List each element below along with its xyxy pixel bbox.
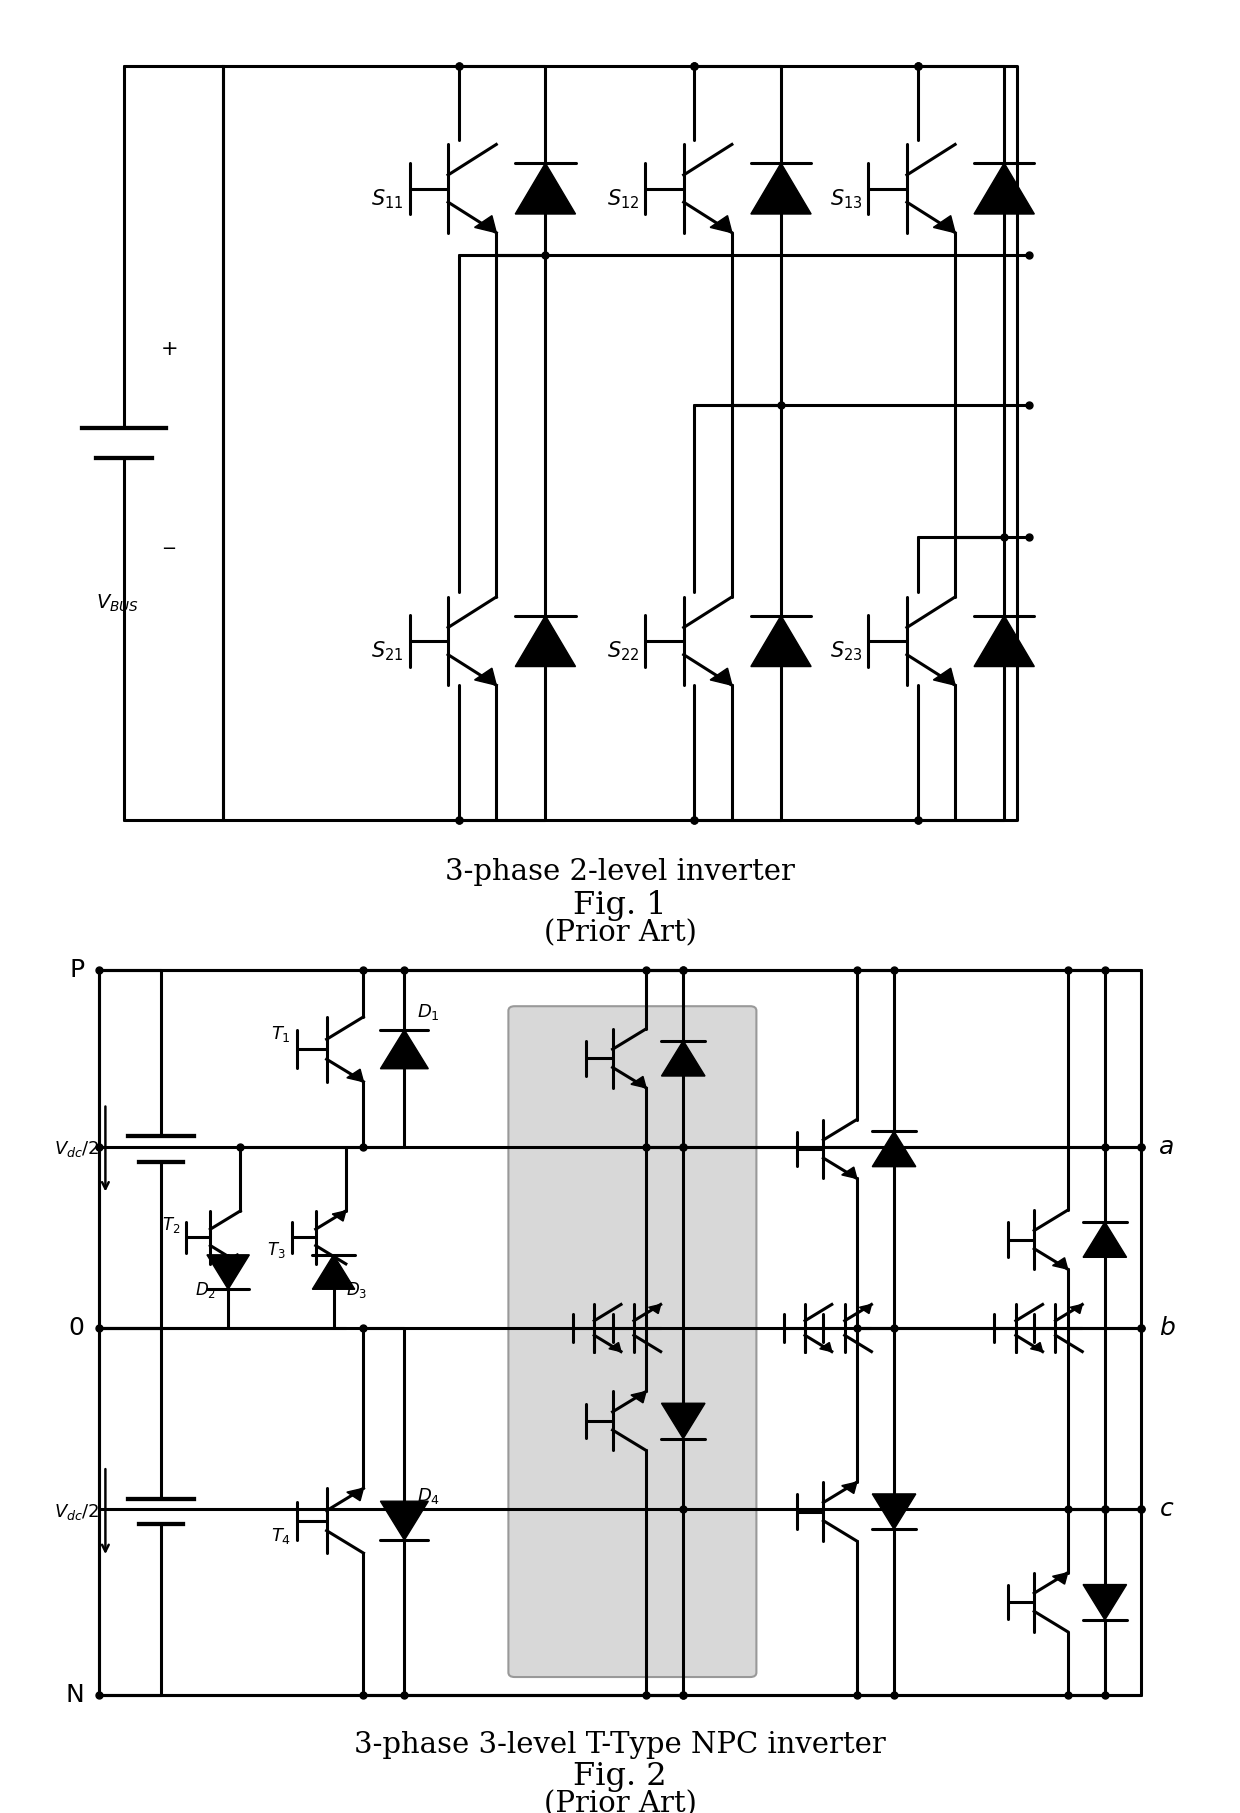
Text: $S_{22}$: $S_{22}$ <box>606 640 639 664</box>
Polygon shape <box>934 669 955 685</box>
Polygon shape <box>475 216 496 232</box>
Text: N: N <box>66 1682 84 1708</box>
Polygon shape <box>649 1305 661 1314</box>
Polygon shape <box>516 616 575 667</box>
Polygon shape <box>227 1253 241 1264</box>
Polygon shape <box>661 1403 706 1440</box>
Polygon shape <box>820 1342 832 1352</box>
Text: $S_{23}$: $S_{23}$ <box>830 640 862 664</box>
Text: (Prior Art): (Prior Art) <box>543 1789 697 1813</box>
Polygon shape <box>381 1501 428 1539</box>
Text: $D_2$: $D_2$ <box>195 1280 216 1300</box>
Polygon shape <box>859 1305 872 1314</box>
Text: $T_1$: $T_1$ <box>272 1024 291 1044</box>
Text: 3-phase 2-level inverter: 3-phase 2-level inverter <box>445 858 795 887</box>
Polygon shape <box>872 1131 916 1168</box>
Polygon shape <box>207 1255 249 1289</box>
Text: b: b <box>1159 1316 1176 1340</box>
Polygon shape <box>1053 1258 1068 1269</box>
Polygon shape <box>711 216 732 232</box>
Text: $V_{dc}/2$: $V_{dc}/2$ <box>55 1501 99 1521</box>
Polygon shape <box>751 616 811 667</box>
Polygon shape <box>312 1255 355 1289</box>
Text: a: a <box>1159 1135 1174 1159</box>
Text: $D_3$: $D_3$ <box>346 1280 367 1300</box>
Polygon shape <box>842 1483 857 1494</box>
Text: $T_2$: $T_2$ <box>161 1215 180 1235</box>
Text: c: c <box>1159 1498 1173 1521</box>
Polygon shape <box>631 1077 646 1088</box>
Polygon shape <box>975 616 1034 667</box>
Polygon shape <box>1070 1305 1083 1314</box>
Polygon shape <box>751 163 811 214</box>
Polygon shape <box>934 216 955 232</box>
Text: $D_1$: $D_1$ <box>417 1003 439 1023</box>
Text: $S_{21}$: $S_{21}$ <box>371 640 403 664</box>
Text: $S_{13}$: $S_{13}$ <box>830 187 862 210</box>
Text: Fig. 2: Fig. 2 <box>573 1760 667 1793</box>
Text: P: P <box>69 957 84 983</box>
Text: $V_{dc}/2$: $V_{dc}/2$ <box>55 1139 99 1159</box>
Text: $T_4$: $T_4$ <box>270 1525 291 1546</box>
Polygon shape <box>609 1342 621 1352</box>
Polygon shape <box>516 163 575 214</box>
Polygon shape <box>711 669 732 685</box>
Polygon shape <box>842 1168 857 1178</box>
Polygon shape <box>1083 1222 1127 1258</box>
Polygon shape <box>1030 1342 1043 1352</box>
Text: $T_3$: $T_3$ <box>267 1240 285 1260</box>
Text: $S_{11}$: $S_{11}$ <box>371 187 403 210</box>
Polygon shape <box>381 1030 428 1068</box>
FancyBboxPatch shape <box>508 1006 756 1677</box>
Polygon shape <box>631 1392 646 1403</box>
Polygon shape <box>1083 1585 1127 1621</box>
Polygon shape <box>661 1041 706 1075</box>
Text: (Prior Art): (Prior Art) <box>543 919 697 948</box>
Polygon shape <box>975 163 1034 214</box>
Text: 3-phase 3-level T-Type NPC inverter: 3-phase 3-level T-Type NPC inverter <box>355 1731 885 1759</box>
Polygon shape <box>1053 1572 1068 1585</box>
Text: $-$: $-$ <box>161 538 176 557</box>
Text: Fig. 1: Fig. 1 <box>573 890 667 921</box>
Polygon shape <box>872 1494 916 1528</box>
Polygon shape <box>332 1211 346 1222</box>
Text: +: + <box>161 339 179 359</box>
Text: $D_4$: $D_4$ <box>417 1485 440 1505</box>
Polygon shape <box>347 1488 363 1501</box>
Polygon shape <box>475 669 496 685</box>
Text: $S_{12}$: $S_{12}$ <box>606 187 639 210</box>
Polygon shape <box>347 1070 363 1082</box>
Text: $V_{BUS}$: $V_{BUS}$ <box>97 593 139 615</box>
Text: 0: 0 <box>68 1316 84 1340</box>
